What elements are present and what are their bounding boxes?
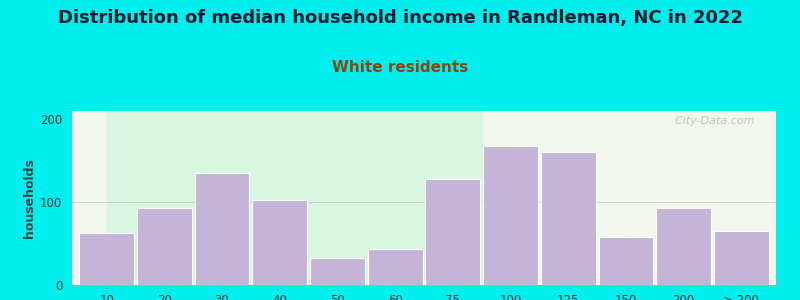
Bar xyxy=(368,249,422,285)
Bar xyxy=(426,179,480,285)
Bar xyxy=(541,152,596,285)
Text: White residents: White residents xyxy=(332,60,468,75)
Bar xyxy=(194,173,250,285)
Bar xyxy=(79,233,134,285)
Bar xyxy=(137,208,192,285)
Y-axis label: households: households xyxy=(23,158,36,238)
Bar xyxy=(252,200,307,285)
Text: Distribution of median household income in Randleman, NC in 2022: Distribution of median household income … xyxy=(58,9,742,27)
Bar xyxy=(106,111,482,285)
Bar xyxy=(714,231,769,285)
Bar xyxy=(598,237,654,285)
Bar xyxy=(483,146,538,285)
Bar xyxy=(656,208,711,285)
Bar xyxy=(310,258,365,285)
Text: City-Data.com: City-Data.com xyxy=(668,116,755,126)
